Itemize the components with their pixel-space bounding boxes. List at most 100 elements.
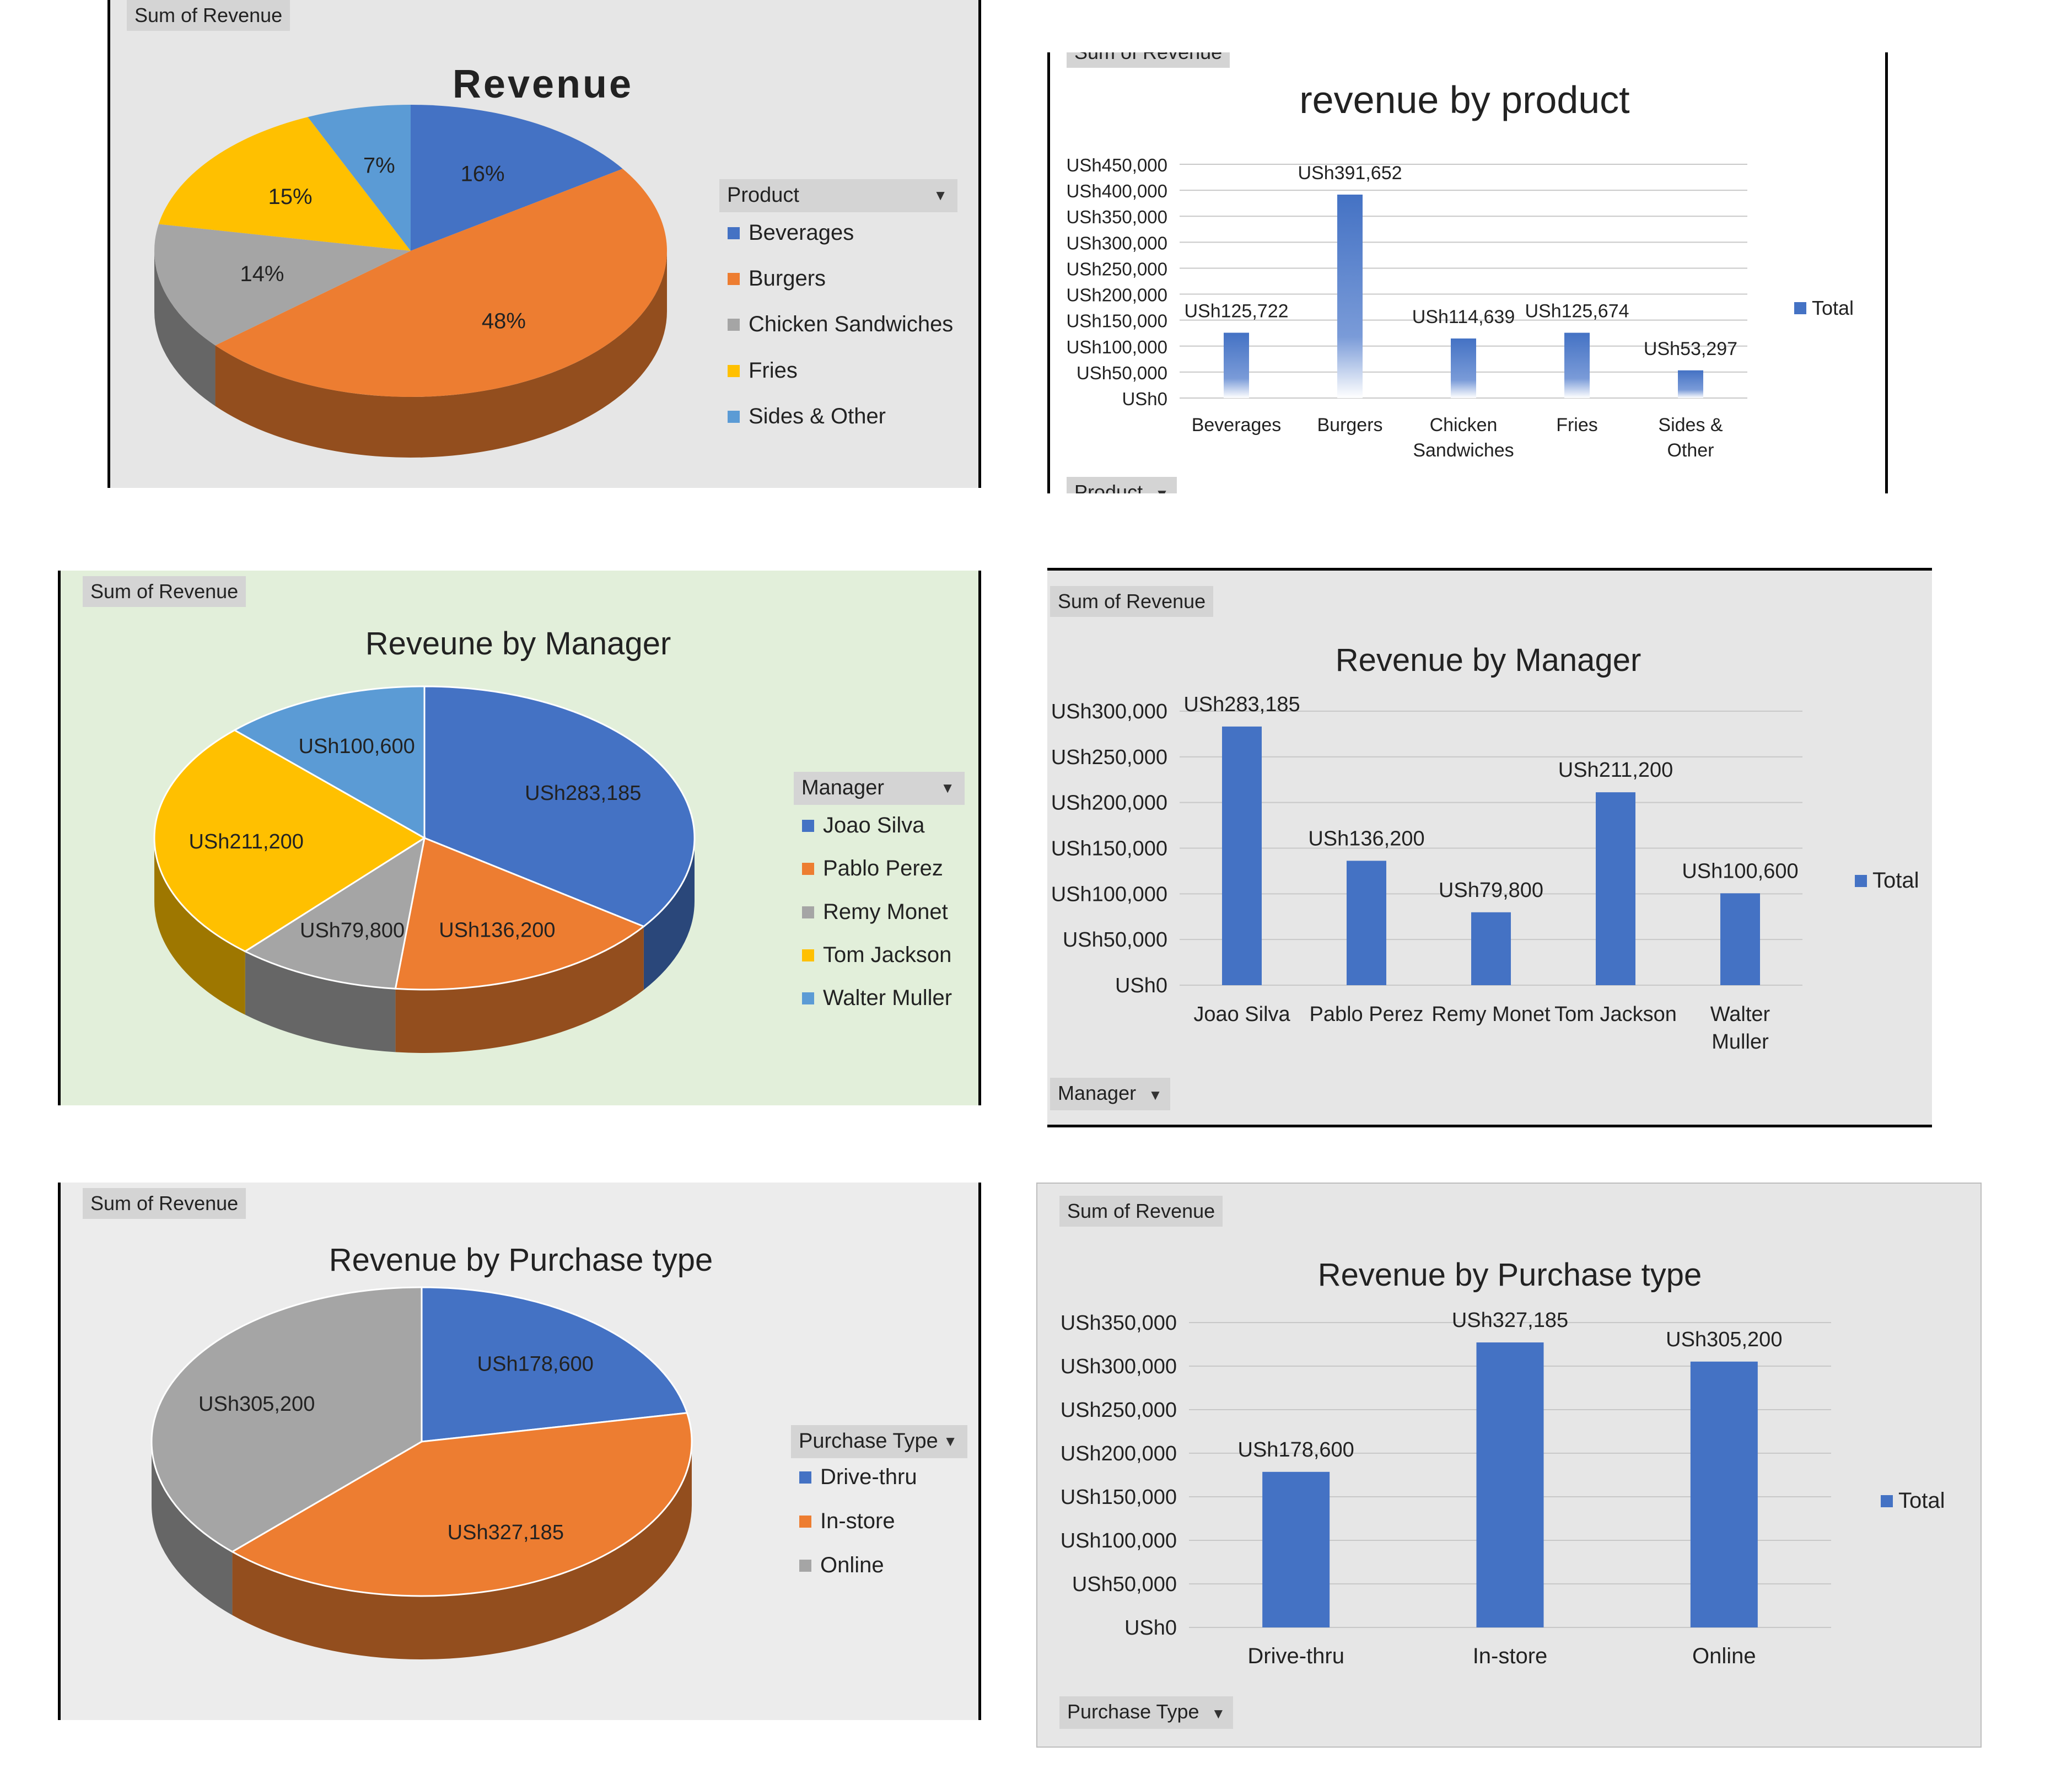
- x-tick-label: Muller: [1712, 1030, 1769, 1054]
- data-label: USh391,652: [1298, 163, 1402, 184]
- y-tick-label: USh400,000: [1067, 181, 1167, 201]
- filter-product-button[interactable]: Product ▼: [1067, 477, 1177, 493]
- chevron-down-icon: ▼: [1148, 1087, 1163, 1103]
- data-label: USh125,722: [1184, 301, 1288, 322]
- x-tick-label: Drive-thru: [1247, 1644, 1344, 1668]
- pie-side-burgers: [215, 251, 667, 458]
- chevron-down-icon: ▼: [1211, 1705, 1226, 1722]
- legend-item-pablo-perez[interactable]: Pablo Perez: [802, 856, 943, 881]
- y-tick-label: USh0: [1122, 389, 1167, 409]
- pie-chart-managers: Reveune by Manager USh283,185 USh136,200 US…: [153, 626, 696, 1053]
- legend-item-chicken-sandwiches[interactable]: Chicken Sandwiches: [728, 312, 953, 337]
- pie-side-tom-jackson: [154, 838, 245, 1015]
- y-tick-label: USh150,000: [1051, 837, 1167, 861]
- pie-slice-tom-jackson: [153, 729, 426, 953]
- x-tick-label: Burgers: [1317, 415, 1382, 436]
- legend-item-beverages[interactable]: Beverages: [728, 221, 854, 245]
- legend-swatch: [1881, 1495, 1893, 1507]
- pie-side-remy-monet: [245, 951, 396, 1052]
- data-label: 16%: [461, 162, 505, 186]
- chart-title: Revenue by Purchase type: [1318, 1257, 1702, 1293]
- pie-chart-products: Revenue 16% 48% 14% 15% 7%: [154, 62, 668, 458]
- sum-of-revenue-pill[interactable]: Sum of Revenue: [127, 0, 290, 31]
- bar-pablo-perez: [1347, 861, 1386, 985]
- y-tick-label: USh100,000: [1061, 1529, 1177, 1552]
- legend-filter-product[interactable]: Product ▼: [719, 179, 957, 212]
- sum-of-revenue-pill[interactable]: Sum of Revenue: [1059, 1196, 1223, 1227]
- legend-swatch: [728, 318, 740, 331]
- legend-item-walter-muller[interactable]: Walter Muller: [802, 986, 952, 1011]
- data-label: USh305,200: [1666, 1328, 1782, 1351]
- x-tick-label: Beverages: [1192, 415, 1282, 436]
- legend-item-burgers[interactable]: Burgers: [728, 266, 826, 291]
- legend-item-drive-thru[interactable]: Drive-thru: [799, 1465, 917, 1490]
- legend-swatch: [802, 906, 814, 918]
- sum-of-revenue-pill[interactable]: Sum of Revenue: [83, 1188, 246, 1219]
- legend-total[interactable]: Total: [1794, 297, 1854, 320]
- chevron-down-icon[interactable]: ▼: [933, 187, 948, 203]
- panel-revenue-by-purchase-type-bar: Sum of Revenue Revenue by Purchase type U…: [1036, 1183, 1982, 1748]
- legend-title: Purchase Type: [799, 1430, 938, 1453]
- y-tick-label: USh250,000: [1067, 259, 1167, 279]
- panel-revenue-by-product-bar: Sum of Revenue revenue by product USh0 USh…: [1047, 52, 1888, 493]
- bar-drive-thru: [1262, 1471, 1330, 1627]
- legend-item-sides-other[interactable]: Sides & Other: [728, 404, 886, 429]
- y-tick-label: USh250,000: [1051, 746, 1167, 769]
- legend-filter-manager[interactable]: Manager ▼: [794, 772, 965, 805]
- pie-chart-purchase-types: Revenue by Purchase type USh178,600 USh327…: [150, 1242, 713, 1659]
- filter-label: Product: [1074, 481, 1143, 493]
- bar-chart-purchase-types: Revenue by Purchase type USh0 USh50,000 USh…: [1061, 1257, 1831, 1668]
- chart-title: Reveune by Manager: [365, 626, 671, 662]
- legend-total[interactable]: Total: [1881, 1489, 1945, 1513]
- y-tick-label: USh100,000: [1067, 337, 1167, 357]
- bar-online: [1690, 1361, 1758, 1627]
- data-label: USh125,674: [1525, 301, 1629, 322]
- filter-manager-button[interactable]: Manager ▼: [1050, 1078, 1170, 1110]
- y-tick-label: USh100,000: [1051, 883, 1167, 906]
- legend-label: Total: [1898, 1489, 1945, 1513]
- data-label: 7%: [363, 153, 395, 178]
- y-tick-label: USh350,000: [1061, 1312, 1177, 1335]
- filter-purchase-type-button[interactable]: Purchase Type ▼: [1059, 1696, 1234, 1729]
- bar-tom-jackson: [1596, 792, 1635, 985]
- legend-label: Chicken Sandwiches: [749, 312, 954, 336]
- legend-item-joao-silva[interactable]: Joao Silva: [802, 813, 925, 838]
- bar-chart-managers: Revenue by Manager USh0 USh50,000 USh100,00…: [1051, 642, 1802, 1054]
- legend-item-fries[interactable]: Fries: [728, 358, 798, 383]
- legend-item-tom-jackson[interactable]: Tom Jackson: [802, 943, 951, 968]
- sum-of-revenue-pill[interactable]: Sum of Revenue: [1050, 586, 1214, 617]
- x-tick-label: Pablo Perez: [1309, 1003, 1423, 1026]
- panel-revenue-by-purchase-type-pie: Sum of Revenue Revenue by Purchase type U…: [58, 1183, 981, 1720]
- y-tick-label: USh150,000: [1067, 311, 1167, 331]
- legend-item-in-store[interactable]: In-store: [799, 1509, 895, 1534]
- chart-title: Revenue by Purchase type: [329, 1242, 713, 1278]
- y-tick-label: USh300,000: [1061, 1355, 1177, 1378]
- data-label: USh211,200: [189, 830, 303, 853]
- data-label: USh327,185: [1452, 1309, 1568, 1332]
- y-tick-label: USh0: [1115, 974, 1167, 997]
- legend-swatch: [799, 1515, 811, 1528]
- x-tick-label: Online: [1692, 1644, 1756, 1668]
- filter-label: Purchase Type: [1067, 1700, 1199, 1723]
- data-label: USh178,600: [477, 1353, 594, 1376]
- legend-swatch: [1855, 874, 1867, 887]
- chevron-down-icon[interactable]: ▼: [943, 1433, 957, 1449]
- pie-slice-sides-other: [308, 105, 411, 251]
- legend-label: Remy Monet: [823, 900, 948, 924]
- chevron-down-icon[interactable]: ▼: [940, 780, 955, 796]
- legend-label: Drive-thru: [820, 1465, 917, 1489]
- legend-swatch: [1794, 302, 1806, 314]
- sum-of-revenue-pill[interactable]: Sum of Revenue: [83, 576, 246, 607]
- data-label: USh53,297: [1644, 338, 1737, 359]
- data-label: USh100,600: [1682, 859, 1798, 883]
- bar-chicken-sandwiches: [1451, 338, 1476, 398]
- legend-total[interactable]: Total: [1855, 868, 1919, 893]
- legend-label: Tom Jackson: [823, 943, 952, 967]
- legend-item-online[interactable]: Online: [799, 1553, 884, 1578]
- legend-item-remy-monet[interactable]: Remy Monet: [802, 900, 948, 925]
- sum-of-revenue-pill[interactable]: Sum of Revenue: [1067, 52, 1230, 68]
- legend-label: Burgers: [749, 266, 826, 291]
- pie-slice-beverages: [411, 105, 623, 251]
- legend-swatch: [799, 1559, 811, 1572]
- legend-filter-purchase-type[interactable]: Purchase Type ▼: [791, 1425, 967, 1458]
